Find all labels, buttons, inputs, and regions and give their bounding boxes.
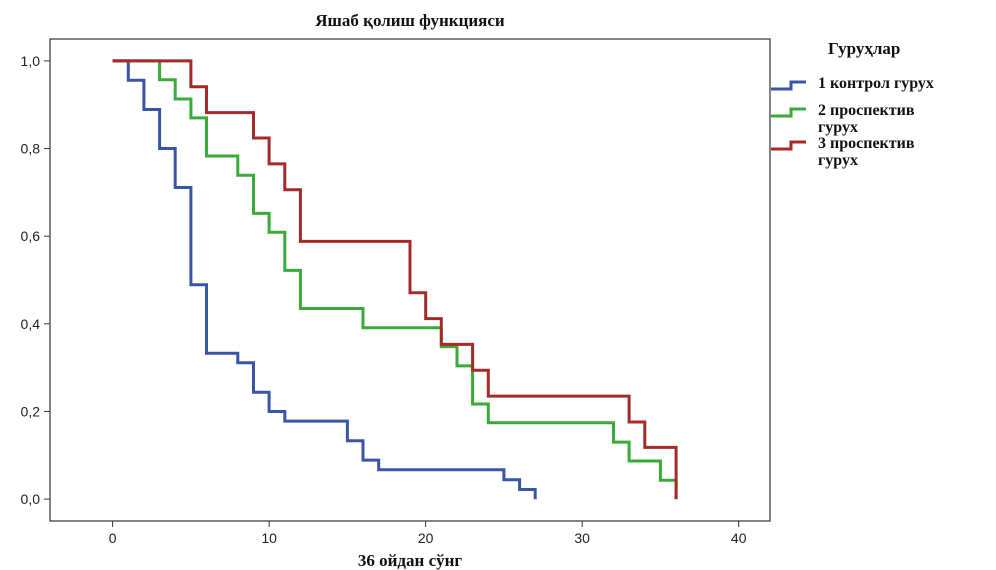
x-tick-label: 30 <box>574 530 590 546</box>
legend-title: Гуруҳлар <box>828 39 900 58</box>
chart-title: Яшаб қолиш функцияси <box>315 11 505 30</box>
axis-ticks: 0 10 20 30 40 0,0 0,2 0,4 0,6 0,8 1,0 <box>21 53 747 546</box>
legend-swatch-2 <box>771 107 806 118</box>
legend-label-1: 1 контрол гурух <box>818 75 934 92</box>
y-tick-label: 0,2 <box>21 403 41 419</box>
y-tick-label: 0,0 <box>21 491 41 507</box>
legend-label-2: гурух <box>818 119 858 136</box>
legend-swatch-3 <box>771 140 806 151</box>
legend-label-3: 3 проспектив <box>818 135 915 152</box>
plot-area <box>49 38 771 522</box>
y-tick-label: 0,4 <box>21 316 41 332</box>
x-axis-label: 36 ойдан сўнг <box>358 551 463 570</box>
x-tick-label: 10 <box>261 530 277 546</box>
series-line-3 <box>112 59 678 500</box>
series-line-2 <box>112 59 678 500</box>
x-tick-label: 0 <box>109 530 117 546</box>
legend-label-3: гурух <box>818 152 858 169</box>
x-tick-label: 20 <box>418 530 434 546</box>
y-tick-label: 1,0 <box>21 53 41 69</box>
x-tick-label: 40 <box>731 530 747 546</box>
series-line-1 <box>112 59 537 500</box>
legend-label-2: 2 проспектив <box>818 102 915 119</box>
y-tick-label: 0,6 <box>21 228 41 244</box>
series-lines <box>112 59 678 500</box>
legend-swatch-1 <box>771 80 806 91</box>
y-tick-label: 0,8 <box>21 141 41 157</box>
